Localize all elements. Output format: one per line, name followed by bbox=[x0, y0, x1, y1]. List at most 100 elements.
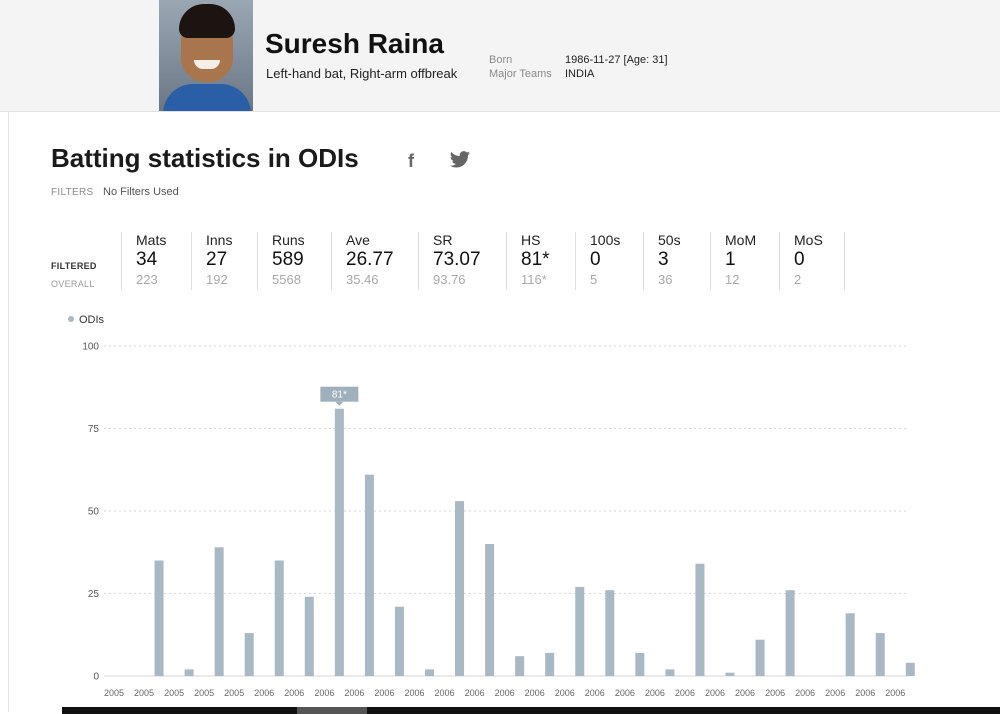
stat-header: Runs bbox=[272, 232, 305, 248]
twitter-icon[interactable] bbox=[449, 150, 471, 170]
bar bbox=[605, 590, 615, 676]
x-tick-label: 2005 bbox=[104, 688, 124, 698]
stat-header: HS bbox=[521, 232, 541, 248]
x-tick-label: 2006 bbox=[555, 688, 575, 698]
bar bbox=[214, 547, 224, 676]
x-tick-label: 2005 bbox=[224, 688, 244, 698]
stat-hundreds: 100s 0 5 bbox=[575, 232, 620, 290]
bar bbox=[304, 596, 314, 676]
bar bbox=[785, 590, 795, 676]
stat-ave: Ave 26.77 35.46 bbox=[331, 232, 394, 290]
annotation-label: 81* bbox=[332, 390, 347, 401]
scrollbar-thumb[interactable] bbox=[297, 707, 367, 714]
bar bbox=[875, 633, 885, 676]
facebook-icon[interactable]: f bbox=[408, 151, 414, 171]
stat-overall-value: 5568 bbox=[272, 272, 301, 287]
x-tick-label: 2006 bbox=[795, 688, 815, 698]
stat-filtered-value: 81* bbox=[521, 249, 550, 270]
stat-fifties: 50s 3 36 bbox=[643, 232, 681, 290]
x-tick-label: 2006 bbox=[675, 688, 695, 698]
bar bbox=[425, 669, 434, 676]
stat-header: MoM bbox=[725, 232, 757, 248]
overall-row-label: OVERALL bbox=[51, 279, 95, 289]
stat-sr: SR 73.07 93.76 bbox=[418, 232, 481, 290]
bar bbox=[635, 652, 645, 676]
bar bbox=[334, 408, 344, 676]
x-tick-label: 2006 bbox=[645, 688, 665, 698]
x-tick-label: 2006 bbox=[855, 688, 875, 698]
stat-header: 100s bbox=[590, 232, 621, 248]
player-style: Left-hand bat, Right-arm offbreak bbox=[266, 66, 458, 81]
x-tick-label: 2006 bbox=[765, 688, 785, 698]
player-name: Suresh Raina bbox=[265, 28, 444, 59]
filtered-row-label: FILTERED bbox=[51, 261, 97, 271]
bar bbox=[515, 656, 525, 676]
player-photo bbox=[159, 0, 253, 111]
stat-mats: Mats 34 223 bbox=[121, 232, 166, 290]
x-tick-label: 2006 bbox=[615, 688, 635, 698]
bar bbox=[274, 560, 284, 676]
bar bbox=[184, 669, 194, 676]
stat-header: Inns bbox=[206, 232, 233, 248]
bar bbox=[665, 669, 675, 676]
legend-dot-icon bbox=[68, 316, 74, 322]
stat-filtered-value: 26.77 bbox=[346, 249, 394, 270]
stat-filtered-value: 34 bbox=[136, 249, 158, 270]
x-tick-label: 2006 bbox=[735, 688, 755, 698]
x-tick-label: 2005 bbox=[134, 688, 154, 698]
stat-overall-value: 5 bbox=[590, 272, 598, 287]
legend-label: ODIs bbox=[79, 314, 105, 326]
bar bbox=[154, 560, 164, 676]
stat-inns: Inns 27 192 bbox=[191, 232, 232, 290]
x-tick-label: 2006 bbox=[435, 688, 455, 698]
x-tick-label: 2006 bbox=[284, 688, 304, 698]
stat-filtered-value: 1 bbox=[725, 249, 736, 270]
filters-label: FILTERS bbox=[51, 187, 94, 198]
bar bbox=[905, 662, 915, 676]
stat-header: SR bbox=[433, 232, 453, 248]
born-value: 1986-11-27 [Age: 31] bbox=[565, 54, 668, 66]
stat-overall-value: 2 bbox=[794, 272, 802, 287]
x-tick-label: 2006 bbox=[314, 688, 334, 698]
stat-overall-value: 36 bbox=[658, 272, 673, 287]
stat-header: Ave bbox=[346, 232, 370, 248]
bar bbox=[364, 474, 374, 676]
bar bbox=[845, 613, 855, 676]
x-tick-label: 2006 bbox=[525, 688, 545, 698]
horizontal-scrollbar[interactable] bbox=[62, 707, 1000, 714]
stat-overall-value: 116* bbox=[521, 272, 547, 287]
bar bbox=[545, 652, 555, 676]
stat-filtered-value: 0 bbox=[794, 249, 805, 270]
runs-bar-chart: 0 25 50 75 100 2005 2005 2005 2005 2005 2006 2006 20… bbox=[82, 342, 915, 698]
stat-overall-value: 223 bbox=[136, 272, 158, 287]
chart-legend[interactable]: ODIs bbox=[68, 314, 104, 326]
stat-header: Mats bbox=[136, 232, 167, 248]
x-tick-label: 2006 bbox=[254, 688, 274, 698]
x-tick-label: 2006 bbox=[495, 688, 515, 698]
x-tick-label: 2006 bbox=[374, 688, 394, 698]
bar bbox=[575, 586, 585, 676]
stat-runs: Runs 589 5568 bbox=[257, 232, 305, 290]
x-tick-label: 2006 bbox=[705, 688, 725, 698]
bar bbox=[244, 633, 254, 676]
bar bbox=[755, 639, 765, 676]
y-tick-label: 25 bbox=[88, 589, 100, 600]
stat-overall-value: 12 bbox=[725, 272, 740, 287]
x-tick-label: 2006 bbox=[344, 688, 364, 698]
stat-overall-value: 93.76 bbox=[433, 272, 466, 287]
y-tick-label: 75 bbox=[88, 424, 100, 435]
stat-mom: MoM 1 12 bbox=[710, 232, 756, 290]
x-tick-label: 2005 bbox=[194, 688, 214, 698]
filters-value: No Filters Used bbox=[103, 186, 179, 198]
x-tick-label: 2006 bbox=[465, 688, 485, 698]
player-header: Suresh Raina Left-hand bat, Right-arm of… bbox=[0, 0, 1000, 112]
bar bbox=[725, 672, 735, 676]
annotation-pointer bbox=[335, 401, 344, 406]
bar bbox=[394, 606, 404, 676]
stat-header: 50s bbox=[658, 232, 681, 248]
x-tick-label: 2006 bbox=[404, 688, 424, 698]
x-tick-label: 2006 bbox=[825, 688, 845, 698]
teams-value: INDIA bbox=[565, 68, 595, 80]
x-tick-label: 2005 bbox=[164, 688, 184, 698]
stat-mos: MoS 0 2 bbox=[779, 232, 845, 290]
